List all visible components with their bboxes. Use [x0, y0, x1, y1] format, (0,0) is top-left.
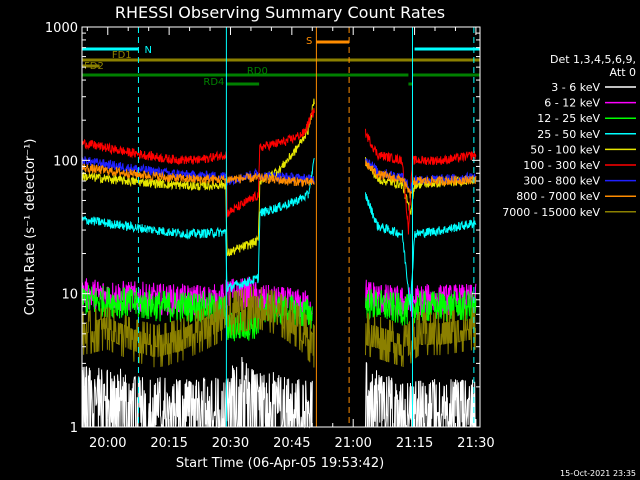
legend-entry-label: 800 - 7000 keV — [516, 190, 600, 203]
series-line — [81, 158, 315, 293]
series-line — [365, 192, 477, 312]
plot-area: N FD1 FD2 RD0 RD4 S 1 10 100 1000 20:00 20:15 20:30… — [45, 21, 495, 451]
series-line — [81, 163, 315, 188]
series-line — [81, 285, 315, 368]
flag-label: RD0 — [247, 66, 268, 77]
flag-label: RD4 — [203, 77, 224, 88]
legend-entry-label: 100 - 300 keV — [523, 159, 600, 172]
flag-label: N — [144, 45, 151, 56]
y-tick-label: 100 — [53, 154, 78, 169]
axes: 1 10 100 1000 20:00 20:15 20:30 20:45 21:00 21:15… — [45, 21, 495, 451]
flag-bars: N FD1 FD2 RD0 RD4 S — [82, 36, 480, 88]
x-tick-label: 21:30 — [457, 436, 494, 451]
legend-header: Det 1,3,4,5,6,9, — [550, 53, 636, 66]
y-tick-label: 1000 — [45, 21, 78, 36]
legend-header: Att 0 — [610, 66, 636, 79]
chart-title: RHESSI Observing Summary Count Rates — [115, 3, 445, 22]
x-tick-label: 20:45 — [273, 436, 310, 451]
y-tick-label: 10 — [61, 288, 78, 303]
flag-label: S — [306, 36, 312, 47]
series-line — [81, 356, 313, 429]
x-tick-label: 21:15 — [396, 436, 433, 451]
series-line — [365, 307, 477, 368]
x-tick-label: 20:30 — [212, 436, 249, 451]
series-line — [365, 362, 476, 428]
series-line — [365, 160, 477, 199]
flag-label: FD1 — [112, 50, 132, 61]
legend: Det 1,3,4,5,6,9,Att 0 3 - 6 keV 6 - 12 keV… — [502, 53, 636, 219]
y-tick-label: 1 — [70, 421, 78, 436]
legend-entry-label: 300 - 800 keV — [523, 175, 600, 188]
series-line — [365, 289, 477, 326]
x-tick-label: 20:00 — [89, 436, 126, 451]
x-tick-label: 20:15 — [150, 436, 187, 451]
series-line — [81, 108, 315, 218]
legend-entry-label: 25 - 50 keV — [537, 128, 600, 141]
series-line — [365, 128, 477, 235]
y-axis-label: Count Rate (s⁻¹ detector⁻¹) — [23, 139, 38, 316]
x-axis-label: Start Time (06-Apr-05 19:53:42) — [176, 456, 384, 471]
legend-entry-label: 6 - 12 keV — [544, 97, 600, 110]
plot-frame — [81, 26, 481, 428]
legend-entry-label: 12 - 25 keV — [537, 112, 600, 125]
legend-entry-label: 7000 - 15000 keV — [502, 206, 600, 219]
x-tick-label: 21:00 — [334, 436, 371, 451]
legend-entry-label: 3 - 6 keV — [551, 81, 600, 94]
series-line — [81, 98, 315, 257]
legend-entry-label: 50 - 100 keV — [530, 143, 600, 156]
footer-timestamp: 15-Oct-2021 23:35 — [560, 469, 636, 478]
flag-label: FD2 — [84, 61, 104, 72]
series-group — [81, 98, 477, 429]
